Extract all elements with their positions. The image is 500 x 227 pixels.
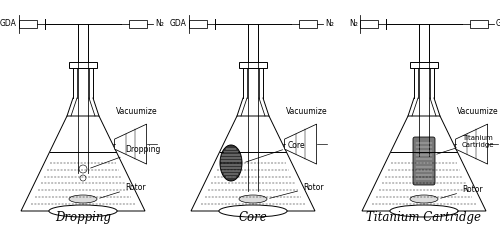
Ellipse shape xyxy=(219,205,287,217)
Ellipse shape xyxy=(410,195,438,203)
Text: GDA: GDA xyxy=(496,20,500,29)
Text: Core: Core xyxy=(238,211,268,224)
Text: Vacuumize: Vacuumize xyxy=(457,107,498,116)
Bar xyxy=(470,20,488,28)
Text: Vacuumize: Vacuumize xyxy=(116,107,158,116)
Ellipse shape xyxy=(69,195,97,203)
Bar xyxy=(239,62,267,68)
Ellipse shape xyxy=(390,205,458,217)
Bar xyxy=(189,20,207,28)
Text: GDA: GDA xyxy=(0,20,17,29)
Bar xyxy=(299,20,317,28)
Text: Core: Core xyxy=(246,141,306,162)
Polygon shape xyxy=(284,124,316,164)
Text: N₂: N₂ xyxy=(325,20,334,29)
Polygon shape xyxy=(456,124,488,164)
Text: Rotor: Rotor xyxy=(270,183,324,198)
FancyBboxPatch shape xyxy=(413,137,435,185)
Polygon shape xyxy=(114,124,146,164)
Text: Rotor: Rotor xyxy=(440,185,482,198)
Bar xyxy=(69,62,97,68)
Text: GDA: GDA xyxy=(170,20,187,29)
Text: Rotor: Rotor xyxy=(100,183,146,198)
Text: N₂: N₂ xyxy=(155,20,164,29)
Text: Titanium
Cartridge: Titanium Cartridge xyxy=(436,135,494,154)
Text: N₂: N₂ xyxy=(349,20,358,29)
Text: Dropping: Dropping xyxy=(55,211,111,224)
Bar xyxy=(19,20,37,28)
Ellipse shape xyxy=(220,145,242,181)
Bar xyxy=(360,20,378,28)
Ellipse shape xyxy=(239,195,267,203)
Bar xyxy=(129,20,147,28)
Text: Titanium Cartridge: Titanium Cartridge xyxy=(366,211,482,224)
Text: Vacuumize: Vacuumize xyxy=(286,107,328,116)
Text: Dropping: Dropping xyxy=(90,145,160,168)
Bar xyxy=(410,62,438,68)
Ellipse shape xyxy=(49,205,117,217)
